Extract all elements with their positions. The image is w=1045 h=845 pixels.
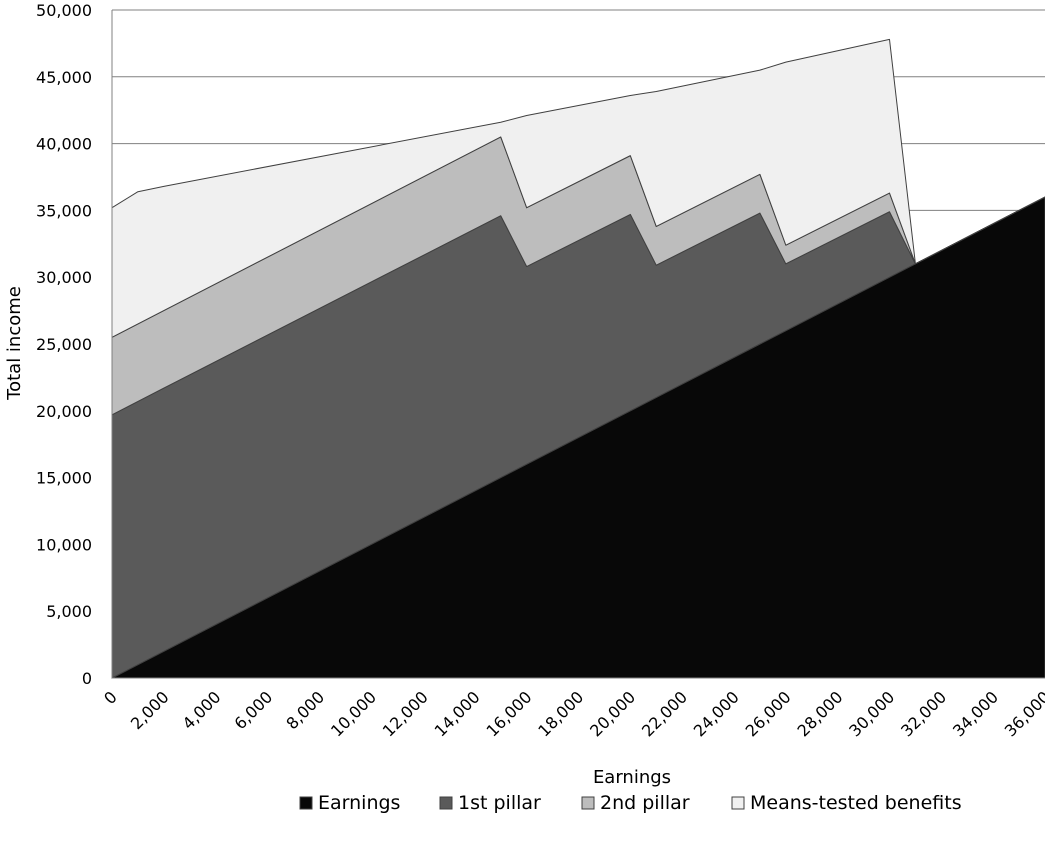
y-tick-label: 45,000 [36,68,92,87]
y-tick-label: 5,000 [46,602,92,621]
x-tick-label: 2,000 [127,687,173,733]
area-series [111,38,1045,679]
x-tick-label: 28,000 [793,687,846,740]
legend: Earnings 1st pillar 2nd pillar Means-tested… [299,792,962,814]
y-tick-label: 25,000 [36,335,92,354]
y-tick-label: 0 [82,669,92,688]
y-axis-title: Total income [4,286,25,401]
x-tick-label: 8,000 [282,687,328,733]
legend-label: Means-tested benefits [750,792,962,814]
x-tick-label: 14,000 [431,687,484,740]
x-tick-label: 10,000 [327,687,380,740]
x-tick-label: 32,000 [897,687,950,740]
y-tick-label: 30,000 [36,268,92,287]
legend-label: 1st pillar [458,792,541,814]
x-tick-label: 18,000 [534,687,587,740]
x-tick-label: 4,000 [179,687,225,733]
legend-swatch [581,796,595,810]
x-tick-label: 20,000 [586,687,639,740]
x-tick-labels: 0 2,000 4,000 6,000 8,00010,00012,00014,0001… [100,687,1045,740]
x-tick-label: 16,000 [482,687,535,740]
x-axis-title: Earnings [593,767,671,788]
x-tick-label: 0 [100,687,121,708]
y-tick-label: 10,000 [36,535,92,554]
x-tick-label: 24,000 [690,687,743,740]
y-tick-labels: 0 5,000 10,000 15,000 20,000 25,000 30,000 35,0… [36,1,92,688]
y-tick-label: 20,000 [36,402,92,421]
x-tick-label: 6,000 [230,687,276,733]
x-tick-label: 30,000 [845,687,898,740]
x-tick-label: 12,000 [379,687,432,740]
legend-label: Earnings [318,792,400,814]
x-tick-label: 34,000 [949,687,1002,740]
y-tick-label: 50,000 [36,1,92,20]
x-tick-label: 26,000 [742,687,795,740]
legend-swatch [439,796,453,810]
legend-swatch [731,796,745,810]
y-tick-label: 40,000 [36,135,92,154]
y-tick-label: 35,000 [36,201,92,220]
axes [111,10,1045,679]
x-tick-label: 36,000 [1001,687,1045,740]
x-tick-label: 22,000 [638,687,691,740]
area-means-tested-benefits [111,38,1045,338]
legend-label: 2nd pillar [600,792,690,814]
y-tick-label: 15,000 [36,469,92,488]
legend-swatch [299,796,313,810]
